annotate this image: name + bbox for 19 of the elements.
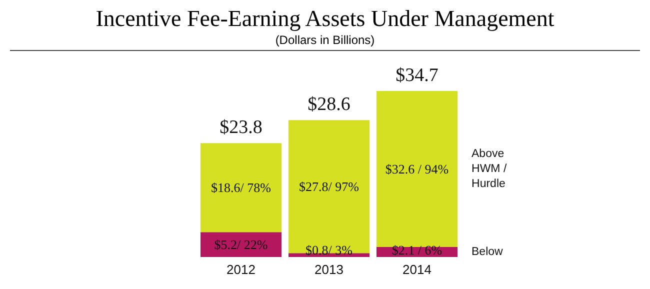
chart-title: Incentive Fee-Earning Assets Under Management: [94, 5, 556, 32]
total-label: $28.6: [308, 94, 350, 116]
bar: [376, 91, 458, 247]
data-label: $5.2/ 22%: [214, 237, 268, 252]
bar: [200, 143, 282, 232]
data-label: $18.6/ 78%: [211, 180, 272, 196]
bar: [288, 120, 370, 254]
series-label: Below: [472, 246, 504, 258]
total-label: $34.7: [396, 65, 438, 86]
data-label: $32.6 / 94%: [385, 161, 449, 176]
bar: [200, 232, 282, 257]
x-tick-label: 2012: [226, 262, 256, 278]
chart-subtitle: (Dollars in Billions): [274, 32, 376, 48]
x-tick-label: 2013: [314, 262, 344, 278]
data-label: $27.8/ 97%: [299, 179, 360, 194]
data-label: $2.1 / 6%: [392, 242, 442, 258]
x-tick-label: 2014: [402, 262, 432, 278]
series-label: Above HWM / Hurdle: [472, 148, 508, 190]
total-label: $23.8: [220, 117, 262, 138]
